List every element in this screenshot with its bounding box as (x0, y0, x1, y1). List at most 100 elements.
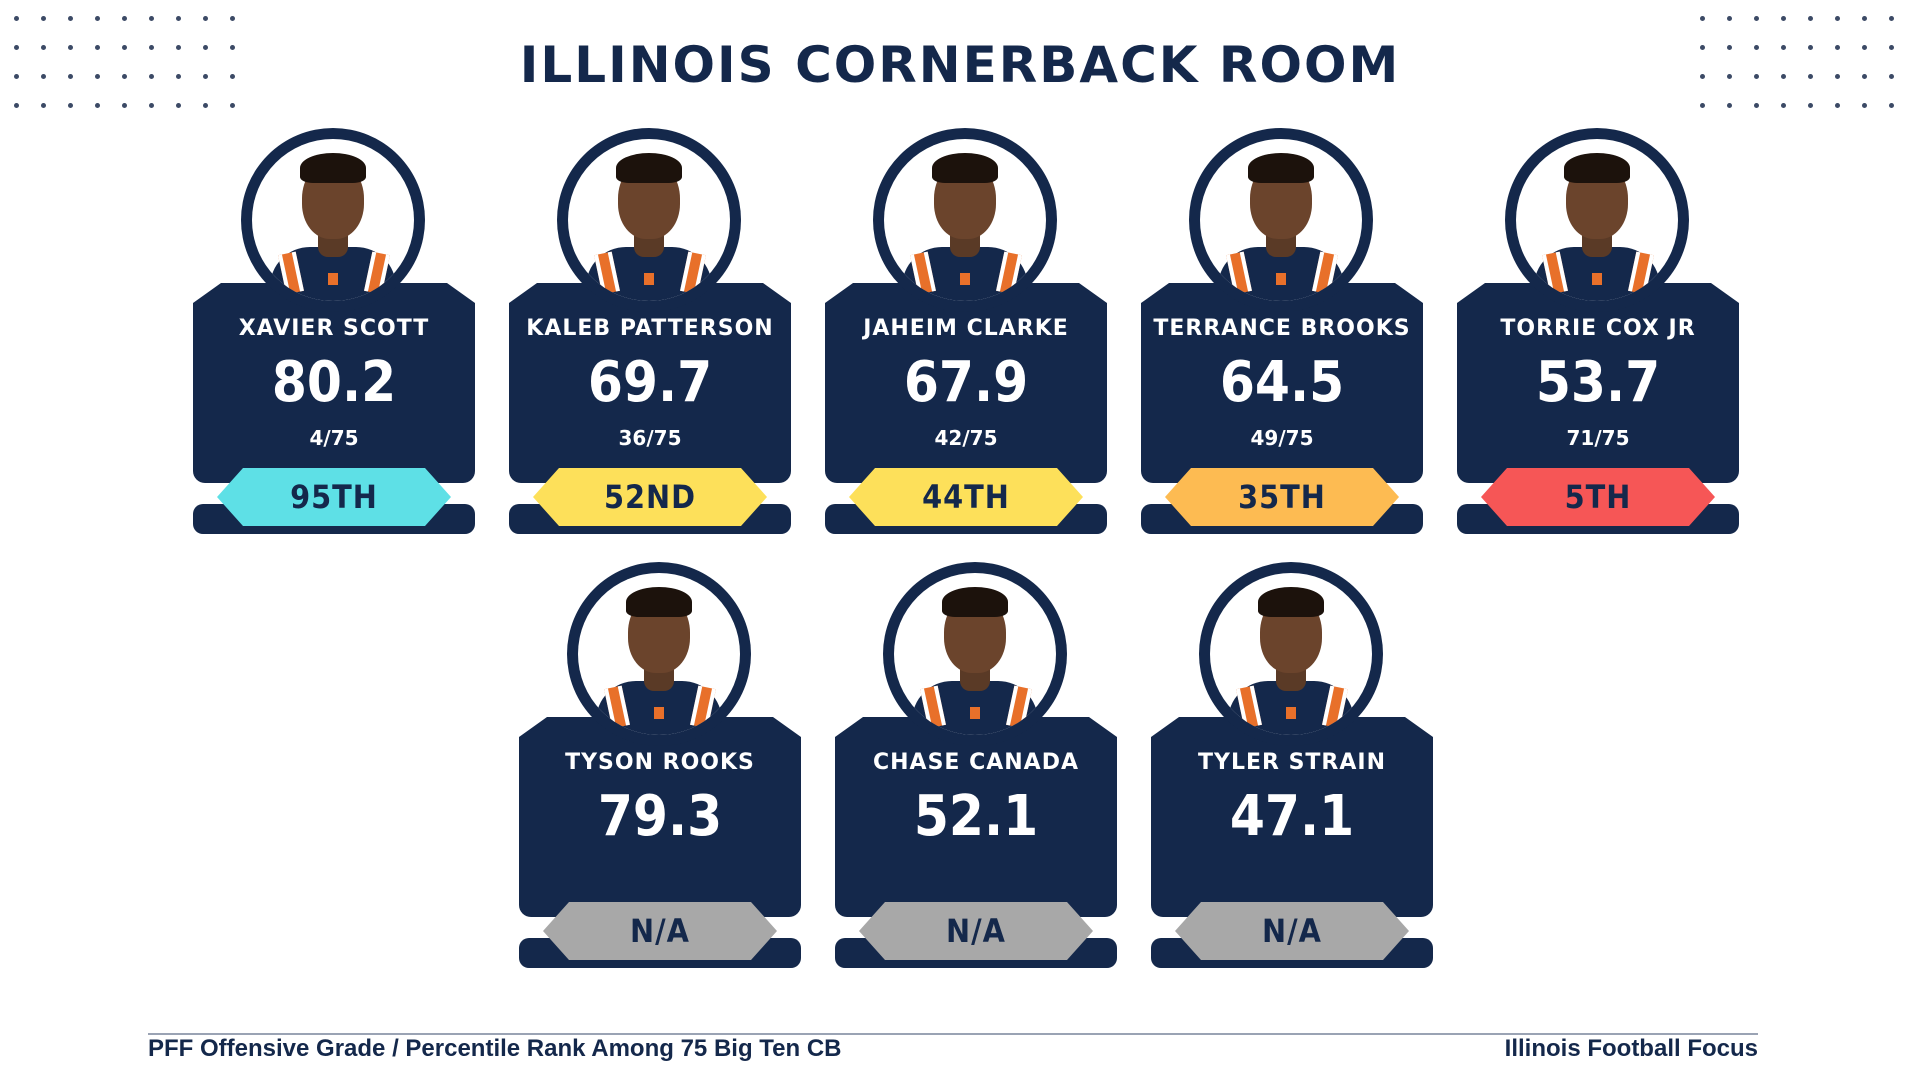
card-body (835, 717, 1117, 917)
decorative-dot (1808, 45, 1813, 50)
player-name: TYSON ROOKS (565, 750, 755, 775)
decorative-dot (1781, 103, 1786, 108)
decorative-dot (176, 103, 181, 108)
decorative-dot (14, 45, 19, 50)
player-card: JAHEIM CLARKE 67.9 42/75 44TH (825, 128, 1107, 548)
hair-shape (1564, 153, 1630, 183)
percentile-badge: 95TH (217, 468, 451, 526)
decorative-dot (68, 16, 73, 21)
player-grade: 67.9 (903, 350, 1029, 415)
decorative-dot (1862, 45, 1867, 50)
player-grade: 69.7 (587, 350, 713, 415)
decorative-dot (68, 103, 73, 108)
player-name: TERRANCE BROOKS (1153, 316, 1411, 341)
player-grade: 79.3 (597, 784, 723, 849)
illinois-logo-icon (644, 273, 654, 285)
player-rank: 36/75 (618, 426, 682, 450)
decorative-dot (1808, 103, 1813, 108)
player-card: CHASE CANADA 52.1 N/A (835, 562, 1117, 982)
percentile-badge: 5TH (1481, 468, 1715, 526)
decorative-dot (1781, 74, 1786, 79)
decorative-dot (1889, 16, 1894, 21)
decorative-dot (41, 45, 46, 50)
decorative-dot (14, 103, 19, 108)
decorative-dot (1754, 16, 1759, 21)
player-photo (578, 573, 740, 735)
player-photo (884, 139, 1046, 301)
player-photo-frame (1199, 562, 1383, 746)
footer-source: Illinois Football Focus (1504, 1035, 1758, 1062)
decorative-dot (149, 103, 154, 108)
decorative-dot (122, 45, 127, 50)
decorative-dot (1754, 45, 1759, 50)
illinois-logo-icon (970, 707, 980, 719)
player-grade: 52.1 (913, 784, 1039, 849)
decorative-dot (1835, 74, 1840, 79)
illinois-logo-icon (328, 273, 338, 285)
decorative-dot (149, 16, 154, 21)
player-grade: 53.7 (1535, 350, 1661, 415)
decorative-dot (1781, 45, 1786, 50)
decorative-dot (41, 74, 46, 79)
player-photo (568, 139, 730, 301)
illinois-logo-icon (1276, 273, 1286, 285)
illinois-logo-icon (1286, 707, 1296, 719)
player-grade: 47.1 (1229, 784, 1355, 849)
decorative-dot (203, 103, 208, 108)
decorative-dot (1754, 103, 1759, 108)
percentile-badge: N/A (543, 902, 777, 960)
decorative-dot (230, 45, 235, 50)
footer-divider (148, 1033, 1758, 1035)
player-card: TYSON ROOKS 79.3 N/A (519, 562, 801, 982)
decorative-dot (203, 74, 208, 79)
decorative-dot (1727, 45, 1732, 50)
decorative-dot (149, 45, 154, 50)
decorative-dot (14, 74, 19, 79)
decorative-dot (1700, 45, 1705, 50)
decorative-dot (122, 16, 127, 21)
decorative-dot (1835, 45, 1840, 50)
hair-shape (626, 587, 692, 617)
player-photo (1200, 139, 1362, 301)
player-name: XAVIER SCOTT (238, 316, 430, 341)
decorative-dot (41, 16, 46, 21)
decorative-dot (1700, 16, 1705, 21)
player-name: KALEB PATTERSON (526, 316, 774, 341)
card-body (1141, 283, 1423, 483)
decorative-dot (14, 16, 19, 21)
decorative-dot (176, 16, 181, 21)
decorative-dot (1889, 74, 1894, 79)
decorative-dot (1727, 103, 1732, 108)
decorative-dot (1781, 16, 1786, 21)
card-body (1457, 283, 1739, 483)
decorative-dot (1808, 74, 1813, 79)
player-grade: 80.2 (271, 350, 397, 415)
decorative-dot (95, 103, 100, 108)
percentile-badge: 44TH (849, 468, 1083, 526)
illinois-logo-icon (960, 273, 970, 285)
decorative-dot (1862, 16, 1867, 21)
page-title: ILLINOIS CORNERBACK ROOM (519, 36, 1401, 94)
decorative-dots-left (14, 16, 235, 108)
decorative-dot (176, 74, 181, 79)
player-photo-frame (241, 128, 425, 312)
card-body (1151, 717, 1433, 917)
player-photo (252, 139, 414, 301)
decorative-dot (203, 16, 208, 21)
card-body (519, 717, 801, 917)
player-rank: 49/75 (1250, 426, 1314, 450)
illinois-logo-icon (654, 707, 664, 719)
decorative-dot (230, 103, 235, 108)
decorative-dot (95, 45, 100, 50)
decorative-dot (176, 45, 181, 50)
player-photo-frame (1189, 128, 1373, 312)
player-rank: 42/75 (934, 426, 998, 450)
hair-shape (942, 587, 1008, 617)
hair-shape (1248, 153, 1314, 183)
player-photo (894, 573, 1056, 735)
player-photo-frame (883, 562, 1067, 746)
card-body (193, 283, 475, 483)
card-body (509, 283, 791, 483)
decorative-dot (203, 45, 208, 50)
card-body (825, 283, 1107, 483)
